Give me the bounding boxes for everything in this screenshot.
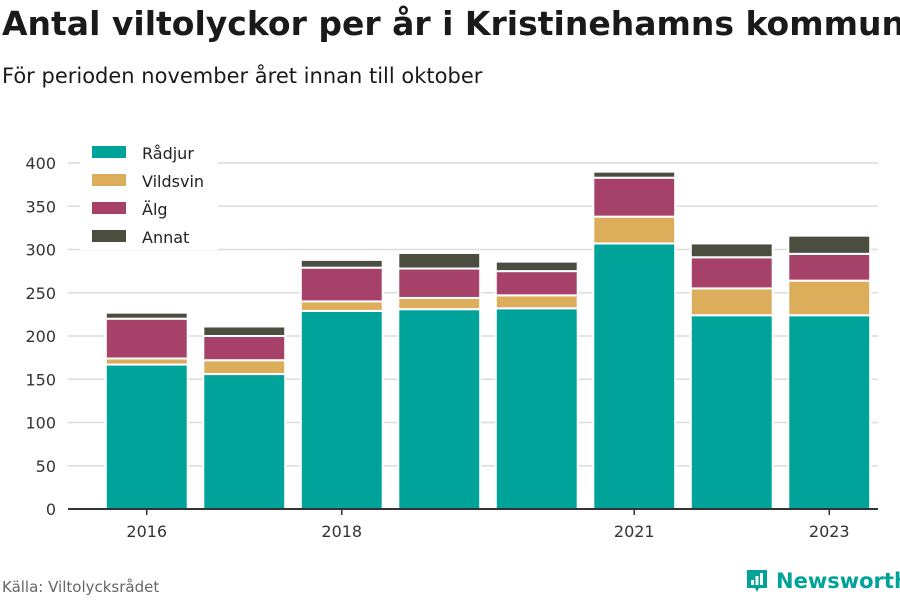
bar-segment bbox=[689, 242, 774, 259]
bar-segment bbox=[202, 325, 287, 337]
bar-segment bbox=[494, 307, 579, 510]
bar-segment bbox=[787, 252, 872, 282]
bar-segment bbox=[689, 314, 774, 510]
bar-segment bbox=[104, 311, 189, 320]
y-tick-label: 350 bbox=[25, 197, 56, 216]
bar-segment bbox=[202, 359, 287, 376]
bar-segment bbox=[787, 279, 872, 317]
legend-label: Vildsvin bbox=[142, 172, 204, 191]
y-tick-label: 300 bbox=[25, 241, 56, 260]
y-axis-ticks: 0 50 100 150 200 250 300 350 400 bbox=[25, 154, 56, 519]
bar-segment bbox=[494, 260, 579, 273]
brand-name: Newsworthy bbox=[776, 569, 900, 593]
x-axis-ticks: 2016 2018 2021 2023 bbox=[126, 509, 850, 541]
bar-segment bbox=[299, 258, 384, 269]
bar-segment bbox=[299, 300, 384, 312]
bar-segment bbox=[787, 234, 872, 255]
legend-swatch bbox=[92, 146, 126, 158]
bar-segment bbox=[494, 294, 579, 310]
bar-segment bbox=[202, 335, 287, 362]
source-note: Källa: Viltolycksrådet bbox=[2, 578, 160, 596]
bar-segment bbox=[104, 363, 189, 511]
bar-chart-badge-icon bbox=[747, 570, 767, 592]
y-tick-label: 50 bbox=[36, 457, 56, 476]
legend: Rådjur Vildsvin Älg Annat bbox=[80, 138, 218, 250]
bar-segment bbox=[299, 266, 384, 303]
legend-swatch bbox=[92, 202, 126, 214]
legend-swatch bbox=[92, 230, 126, 242]
bar-segment bbox=[592, 215, 677, 245]
stacked-bar-chart: 0 50 100 150 200 250 300 350 400 2016 2018 2021 202… bbox=[25, 138, 878, 541]
bar-segment bbox=[397, 267, 482, 299]
y-tick-label: 200 bbox=[25, 327, 56, 346]
y-tick-label: 100 bbox=[25, 414, 56, 433]
bar-segment bbox=[592, 170, 677, 179]
bar-segment bbox=[592, 242, 677, 510]
bar-segment bbox=[104, 317, 189, 360]
bar-segment bbox=[202, 373, 287, 510]
x-tick-label: 2016 bbox=[126, 522, 167, 541]
x-tick-label: 2018 bbox=[321, 522, 362, 541]
bar-segment bbox=[397, 308, 482, 510]
legend-label: Rådjur bbox=[142, 144, 194, 163]
x-tick-label: 2023 bbox=[809, 522, 850, 541]
y-tick-label: 0 bbox=[46, 500, 56, 519]
bar-segment bbox=[787, 314, 872, 510]
bar-segment bbox=[689, 287, 774, 317]
bars bbox=[68, 170, 878, 511]
legend-swatch bbox=[92, 174, 126, 186]
x-tick-label: 2021 bbox=[614, 522, 655, 541]
bar-segment bbox=[494, 270, 579, 297]
y-tick-label: 150 bbox=[25, 370, 56, 389]
y-tick-label: 250 bbox=[25, 284, 56, 303]
legend-label: Älg bbox=[142, 200, 168, 219]
bar-segment bbox=[299, 309, 384, 511]
bar-segment bbox=[689, 256, 774, 290]
brand-logo: Newsworthy bbox=[744, 568, 900, 594]
bar-segment bbox=[397, 296, 482, 311]
y-tick-label: 400 bbox=[25, 154, 56, 173]
legend-label: Annat bbox=[142, 228, 189, 247]
bar-segment bbox=[397, 251, 482, 270]
chart-subtitle: För perioden november året innan till ok… bbox=[2, 64, 483, 88]
bar-segment bbox=[592, 176, 677, 218]
chart-title: Antal viltolyckor per år i Kristinehamns… bbox=[2, 4, 900, 43]
